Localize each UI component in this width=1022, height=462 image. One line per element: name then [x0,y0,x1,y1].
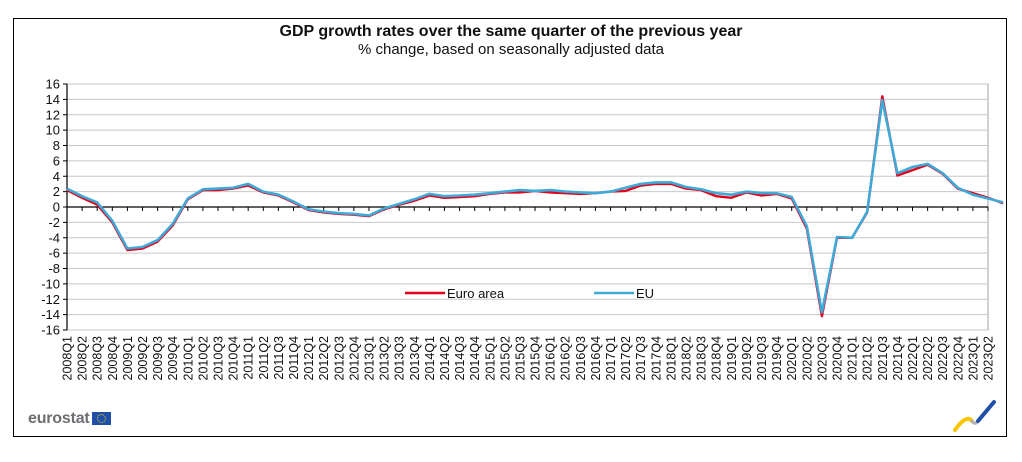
x-tick-label: 2019Q1 [725,336,739,381]
y-tick-label: -8 [48,261,60,276]
x-tick-label: 2015Q1 [483,336,497,381]
x-tick-label: 2015Q3 [513,336,527,381]
x-tick-label: 2022Q1 [906,336,920,381]
x-tick-label: 2016Q4 [589,336,603,381]
x-tick-label: 2022Q2 [921,336,935,381]
x-tick-label: 2020Q2 [800,336,814,381]
x-tick-label: 2010Q1 [181,336,195,381]
y-tick-label: 10 [46,123,60,138]
x-tick-label: 2010Q3 [211,336,225,381]
x-tick-label: 2014Q1 [423,336,437,381]
y-tick-label: -10 [41,276,60,291]
legend-label-eu: EU [636,286,654,301]
chart-frame [13,18,1007,437]
x-tick-label: 2011Q1 [242,336,256,380]
x-tick-label: 2020Q3 [815,336,829,381]
x-tick-label: 2013Q2 [378,336,392,381]
x-tick-label: 2021Q1 [846,336,860,381]
legend-label-euro-area: Euro area [447,286,505,301]
x-tick-label: 2017Q4 [649,336,663,381]
x-tick-label: 2016Q3 [574,336,588,381]
x-tick-label: 2012Q1 [302,336,316,381]
series-line-euro-area [66,95,1004,318]
x-tick-label: 2012Q2 [317,336,331,381]
y-tick-label: 2 [53,184,60,199]
x-tick-label: 2021Q2 [861,336,875,381]
y-tick-label: -4 [48,230,60,245]
x-tick-label: 2018Q3 [695,336,709,381]
x-tick-label: 2019Q4 [770,336,784,381]
y-tick-label: -6 [48,246,60,261]
chart-subtitle: % change, based on seasonally adjusted d… [357,41,665,58]
x-tick-label: 2016Q1 [544,336,558,381]
x-tick-label: 2021Q3 [876,336,890,381]
x-tick-label: 2018Q2 [680,336,694,381]
x-tick-label: 2010Q4 [227,336,241,381]
eurostat-swoosh-icon [953,400,996,432]
x-tick-label: 2014Q2 [438,336,452,381]
x-tick-label: 2018Q4 [710,336,724,381]
x-tick-label: 2020Q4 [831,336,845,381]
x-tick-label: 2013Q3 [393,336,407,381]
x-tick-label: 2010Q2 [196,336,210,381]
eu-flag-icon [92,412,111,425]
x-tick-label: 2014Q4 [468,336,482,381]
x-tick-label: 2008Q1 [61,336,75,381]
y-tick-label: 14 [46,92,60,107]
y-tick-label: 0 [53,200,60,215]
x-tick-label: 2017Q1 [604,336,618,381]
x-tick-label: 2017Q2 [619,336,633,381]
x-tick-label: 2023Q2 [982,336,996,381]
x-tick-label: 2017Q3 [634,336,648,381]
x-tick-label: 2015Q4 [529,336,543,381]
chart-title: GDP growth rates over the same quarter o… [279,23,743,40]
y-tick-label: 16 [46,77,60,92]
y-tick-label: -12 [41,292,60,307]
gridlines [66,83,989,331]
x-tick-label: 2009Q4 [166,336,180,381]
series-lines [66,95,1004,318]
x-tick-label: 2014Q3 [453,336,467,381]
y-tick-label: 4 [53,169,60,184]
x-tick-label: 2009Q1 [121,336,135,381]
x-tick-label: 2019Q2 [740,336,754,381]
y-tick-label: -14 [41,307,60,322]
x-tick-label: 2022Q4 [951,336,965,381]
y-tick-label: -2 [48,215,60,230]
x-tick-label: 2008Q4 [106,336,120,381]
x-tick-label: 2015Q2 [498,336,512,381]
x-tick-label: 2016Q2 [559,336,573,381]
x-tick-label: 2020Q1 [785,336,799,381]
x-tick-label: 2008Q2 [76,336,90,381]
x-tick-label: 2019Q3 [755,336,769,381]
eurostat-logo: eurostat [28,410,90,427]
x-tick-label: 2008Q3 [91,336,105,381]
x-tick-label: 2022Q3 [936,336,950,381]
x-tick-label: 2011Q2 [257,336,271,380]
series-line-eu [66,98,1004,314]
y-tick-label: 12 [46,107,60,122]
x-tick-label: 2011Q4 [287,336,301,380]
x-tick-label: 2021Q4 [891,336,905,381]
x-tick-label: 2012Q4 [347,336,361,381]
x-tick-label: 2009Q3 [151,336,165,381]
x-tick-label: 2011Q3 [272,336,286,380]
x-tick-label: 2023Q1 [966,336,980,381]
y-tick-label: -16 [41,323,60,338]
x-tick-label: 2009Q2 [136,336,150,381]
y-tick-label: 8 [53,138,60,153]
x-tick-label: 2013Q1 [362,336,376,381]
x-tick-label: 2012Q3 [332,336,346,381]
x-tick-label: 2018Q1 [664,336,678,381]
y-tick-label: 6 [53,153,60,168]
x-tick-label: 2013Q4 [408,336,422,381]
legend: Euro area EU [405,286,654,301]
x-axis: 2008Q1 2008Q2 2008Q3 2008Q4 2009Q1 2009Q2 2009… [61,84,996,380]
